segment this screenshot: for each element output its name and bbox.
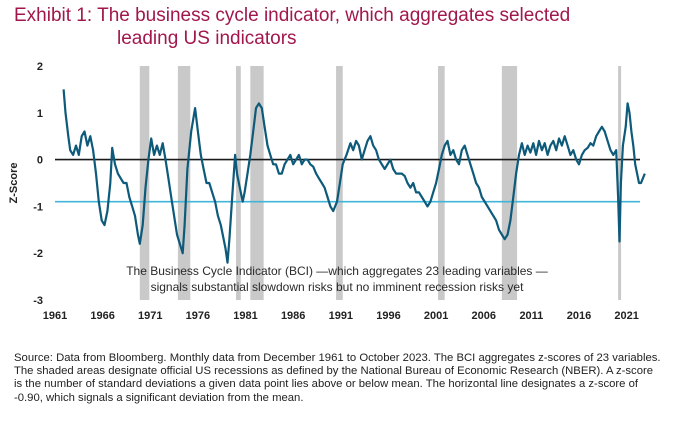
chart-title-line1: Exhibit 1: The business cycle indicator,… — [14, 5, 571, 26]
annotation-line2: signals substantial slowdown risks but n… — [151, 280, 524, 294]
x-tick-label-4: 1981 — [233, 310, 257, 322]
x-tick-label-7: 1996 — [376, 310, 400, 322]
chart-title: Exhibit 1: The business cycle indicator,… — [14, 4, 664, 50]
x-tick-label-2: 1971 — [138, 310, 162, 322]
chart-title-line2: leading US indicators — [117, 28, 297, 49]
y-axis-label: Z-Score — [8, 163, 20, 204]
x-tick-label-3: 1976 — [186, 310, 210, 322]
x-tick-label-11: 2016 — [567, 310, 591, 322]
x-tick-label-12: 2021 — [614, 310, 638, 322]
y-tick-label-0: 2 — [37, 61, 43, 73]
x-tick-label-8: 2001 — [424, 310, 448, 322]
source-note: Source: Data from Bloomberg. Monthly dat… — [14, 352, 661, 404]
recession-band-1 — [177, 66, 191, 300]
recession-band-0 — [139, 66, 150, 300]
y-tick-label-3: -1 — [33, 201, 43, 213]
bci-chart: 210-1-2-3 1961 1966 1971 1976 1981 1986 1991 19… — [8, 61, 646, 322]
x-axis-ticks: 1961 1966 1971 1976 1981 1986 1991 1996 2001 2006… — [43, 310, 639, 322]
x-tick-label-5: 1986 — [281, 310, 305, 322]
y-tick-label-2: 0 — [37, 155, 43, 167]
x-tick-label-0: 1961 — [43, 310, 67, 322]
recession-band-7 — [618, 66, 622, 300]
x-tick-label-6: 1991 — [329, 310, 353, 322]
x-tick-label-9: 2006 — [472, 310, 496, 322]
recession-band-5 — [438, 66, 445, 300]
x-tick-label-10: 2011 — [519, 310, 543, 322]
x-tick-label-1: 1966 — [90, 310, 114, 322]
annotation-line1: The Business Cycle Indicator (BCI) —whic… — [126, 264, 548, 278]
y-tick-label-4: -2 — [33, 248, 43, 260]
recession-band-6 — [501, 66, 518, 300]
y-axis-ticks: 2 1 0 -1 -2 -3 — [33, 61, 43, 307]
y-tick-label-1: 1 — [37, 108, 43, 120]
bci-series-line — [62, 89, 646, 264]
y-tick-label-5: -3 — [33, 295, 43, 307]
